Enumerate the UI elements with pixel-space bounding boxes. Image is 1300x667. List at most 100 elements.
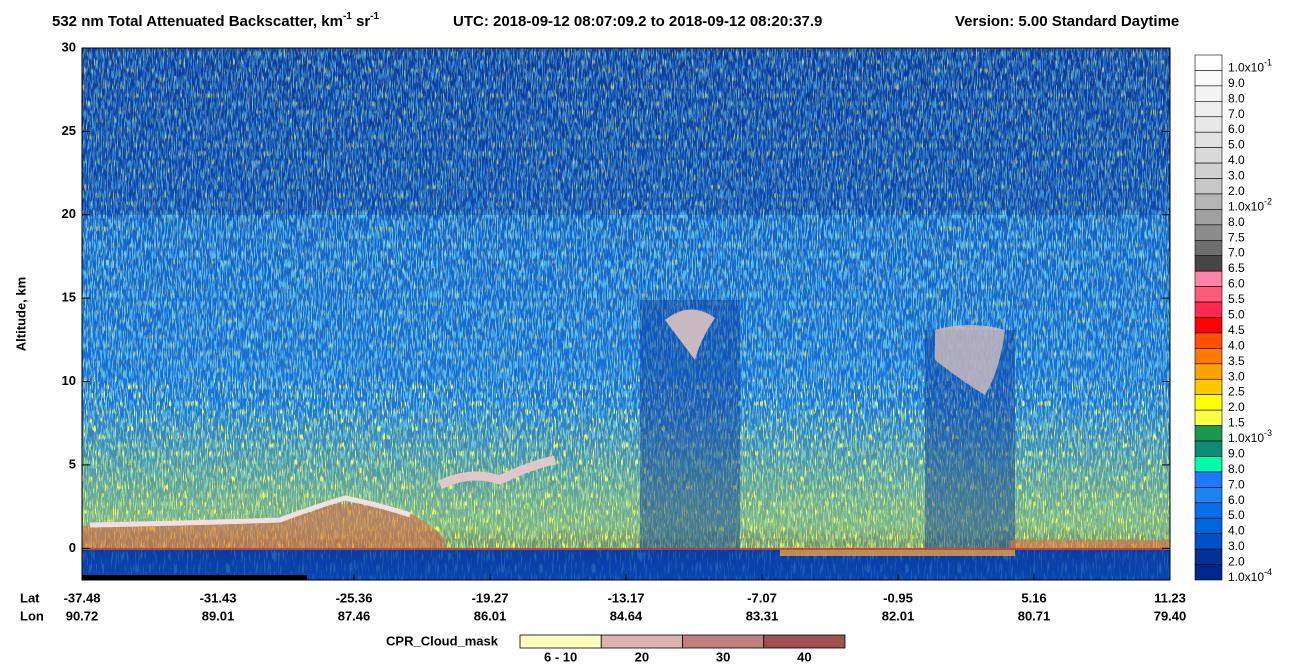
lat-tick-label: -13.17 [608,590,645,605]
colorbar-box [1194,517,1223,534]
colorbar-box [1194,131,1223,148]
cloud [665,309,715,360]
cloud-mask-label: 30 [716,649,730,664]
colorbar-label-sup: -2 [1264,197,1272,207]
colorbar-label: 4.5 [1228,323,1245,337]
colorbar-label: 4.0 [1228,153,1245,167]
y-tick-label: 10 [62,373,76,388]
colorbar-label-text: 4.0 [1228,339,1245,353]
colorbar-box [1194,286,1223,303]
lon-tick-label: 87.46 [338,608,371,623]
colorbar-label: 8.0 [1228,215,1245,229]
colorbar-label-text: 4.0 [1228,524,1245,538]
colorbar-box [1194,193,1223,210]
colorbar-label-text: 8.0 [1228,91,1245,105]
lat-tick-label: -37.48 [64,590,101,605]
colorbar-label-text: 3.0 [1228,369,1245,383]
colorbar-label-text: 7.5 [1228,230,1245,244]
colorbar-box [1194,378,1223,396]
colorbar-label: 1.0x10-3 [1228,428,1272,445]
colorbar-label-text: 2.0 [1228,184,1245,198]
colorbar-label: 5.0 [1228,508,1245,522]
surface [780,548,1015,556]
colorbar-label: 3.0 [1228,169,1245,183]
colorbar-label-text: 1.0x10 [1228,61,1264,75]
colorbar-label-text: 3.0 [1228,169,1245,183]
colorbar-label: 6.0 [1228,122,1245,136]
version: Version: 5.00 Standard Daytime [955,13,1179,30]
colorbar-box [1194,54,1223,71]
lat-tick-label: -7.07 [747,590,777,605]
colorbar-box [1194,317,1223,334]
colorbar-label-text: 5.0 [1228,308,1245,322]
title-text: sr [352,13,371,30]
colorbar-box [1194,178,1223,195]
colorbar-label: 2.0 [1228,555,1245,569]
y-tick-label: 25 [62,123,76,138]
lon-tick-label: 79.40 [1154,608,1187,623]
cloud-mask-box [600,634,683,649]
y-tick-label: 30 [62,39,76,54]
colorbar-label: 6.0 [1228,277,1245,291]
colorbar-label: 4.0 [1228,524,1245,538]
lon-tick-label: 80.71 [1018,608,1051,623]
colorbar-label: 3.0 [1228,539,1245,553]
colorbar-label-text: 2.0 [1228,555,1245,569]
lon-tick-label: 83.31 [746,608,779,623]
cloud-mask-label: 6 - 10 [544,649,577,664]
colorbar-label-text: 5.0 [1228,138,1245,152]
colorbar-box [1194,301,1223,318]
colorbar-label: 1.0x10-1 [1228,58,1272,75]
colorbar-label: 5.0 [1228,308,1245,322]
colorbar-box [1194,564,1223,581]
colorbar-label-text: 4.0 [1228,153,1245,167]
y-tick-label: 15 [62,290,76,305]
cloud-mask-title: CPR_Cloud_mask [386,633,499,648]
colorbar-label-sup: -3 [1264,428,1272,438]
colorbar-box [1194,548,1223,565]
surface [1010,540,1170,550]
colorbar-label-text: 8.0 [1228,462,1245,476]
colorbar-label: 2.0 [1228,184,1245,198]
cloud-mask-label: 20 [635,649,649,664]
colorbar-label: 3.5 [1228,354,1245,368]
colorbar-label-text: 6.0 [1228,493,1245,507]
colorbar-label-text: 6.5 [1228,261,1245,275]
colorbar-label-sup: -4 [1264,567,1272,577]
colorbar-box [1194,239,1223,257]
colorbar-box [1194,224,1223,241]
colorbar-label: 8.0 [1228,91,1245,105]
colorbar-label: 8.0 [1228,462,1245,476]
lon-tick-label: 82.01 [882,608,915,623]
cloud [89,495,411,528]
colorbar-label-text: 2.5 [1228,385,1245,399]
colorbar-box [1194,116,1223,133]
colorbar-label-text: 7.0 [1228,478,1245,492]
colorbar-box [1194,255,1223,272]
colorbar-label-sup: -1 [1264,58,1272,68]
title-sup: -1 [343,11,352,22]
title-sup: -1 [370,11,379,22]
colorbar-label-text: 1.0x10 [1228,570,1264,584]
cloud [935,325,1005,395]
colorbar-label-text: 6.0 [1228,122,1245,136]
colorbar-box [1194,101,1223,118]
colorbar-label: 2.5 [1228,385,1245,399]
colorbar-box [1194,363,1223,380]
colorbar-label-text: 3.5 [1228,354,1245,368]
lat-tick-label: -0.95 [883,590,913,605]
colorbar-box [1194,147,1223,164]
cloud [437,455,556,490]
colorbar-label: 6.5 [1228,261,1245,275]
cloud-mask-box [519,634,602,649]
colorbar-label: 6.0 [1228,493,1245,507]
lat-tick-label: -31.43 [200,590,237,605]
colorbar-label-text: 9.0 [1228,447,1245,461]
colorbar-label-text: 3.0 [1228,539,1245,553]
colorbar-box [1194,440,1223,457]
colorbar-label-text: 1.0x10 [1228,431,1264,445]
colorbar-label-text: 9.0 [1228,76,1245,90]
chart-title: 532 nm Total Attenuated Backscatter, km-… [52,11,380,30]
colorbar-box [1194,487,1223,504]
colorbar-box [1194,85,1223,102]
